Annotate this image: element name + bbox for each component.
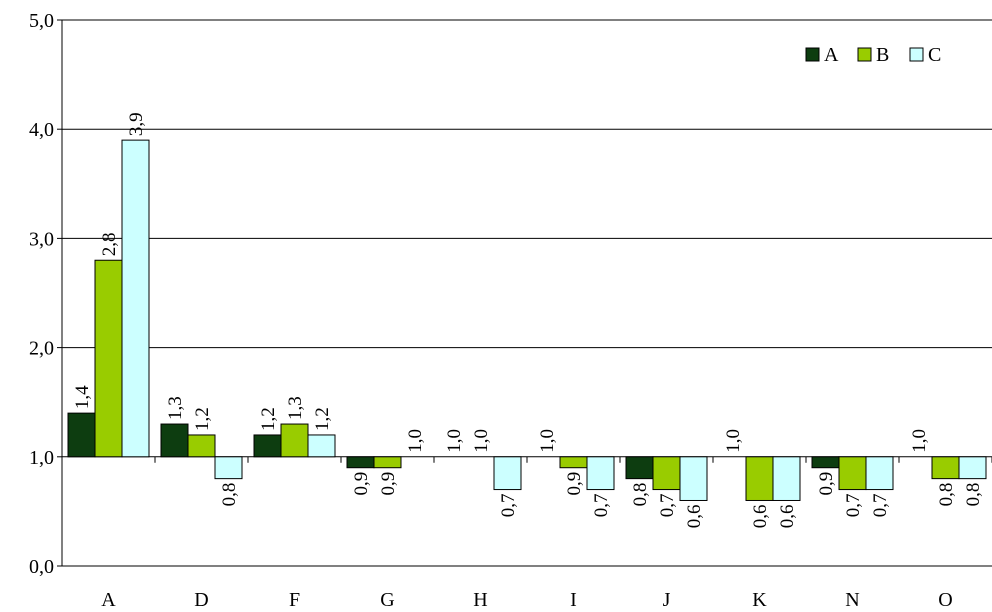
- bar-c-j: [679, 456, 708, 501]
- bar-a-j: [625, 456, 654, 480]
- data-label-c-n: 0,7: [870, 494, 891, 518]
- y-tick-label: 5,0: [29, 10, 54, 32]
- bar-b-f: [280, 423, 309, 458]
- y-tick-label: 2,0: [29, 338, 54, 360]
- y-tick-label: 0,0: [29, 556, 54, 578]
- data-label-a-o: 1,0: [909, 429, 930, 453]
- data-label-c-k: 0,6: [777, 504, 798, 528]
- data-label-c-o: 0,8: [963, 483, 984, 507]
- bar-a-f: [253, 434, 282, 458]
- legend-label-a: A: [824, 44, 839, 66]
- bar-a-d: [160, 423, 189, 458]
- legend: A B C: [805, 44, 941, 66]
- bar-c-k: [772, 456, 801, 501]
- bar-c-a: [121, 139, 150, 458]
- bars: [67, 139, 987, 501]
- category-label-d: D: [194, 589, 208, 611]
- data-label-a-i: 1,0: [537, 429, 558, 453]
- data-label-c-j: 0,6: [684, 504, 705, 528]
- bar-c-n: [865, 456, 894, 491]
- legend-label-b: B: [876, 44, 889, 66]
- legend-swatch-b: [857, 47, 872, 62]
- category-label-o: O: [938, 589, 952, 611]
- data-label-c-f: 1,2: [312, 407, 333, 431]
- bar-a-a: [67, 412, 96, 458]
- data-label-b-h: 1,0: [471, 429, 492, 453]
- data-label-c-h: 0,7: [498, 494, 519, 518]
- data-label-b-f: 1,3: [285, 396, 306, 420]
- data-label-a-g: 0,9: [351, 472, 372, 496]
- data-label-b-i: 0,9: [564, 472, 585, 496]
- category-label-j: J: [663, 589, 671, 611]
- y-tick-label: 3,0: [29, 228, 54, 250]
- data-label-b-g: 0,9: [378, 472, 399, 496]
- data-label-a-d: 1,3: [165, 396, 186, 420]
- data-label-c-d: 0,8: [219, 483, 240, 507]
- legend-label-c: C: [928, 44, 941, 66]
- bar-b-o: [931, 456, 960, 480]
- y-tick-label: 1,0: [29, 447, 54, 469]
- data-label-a-f: 1,2: [258, 407, 279, 431]
- data-label-a-n: 0,9: [816, 472, 837, 496]
- bar-c-f: [307, 434, 336, 458]
- bar-c-i: [586, 456, 615, 491]
- bar-b-a: [94, 259, 123, 458]
- data-labels: 1,4 2,8 3,9 1,3 1,2 0,8 1,2 1,3 1,2 0,9 0,9 1,0 1,0 1…: [72, 112, 984, 528]
- data-label-a-k: 1,0: [723, 429, 744, 453]
- category-label-g: G: [380, 589, 394, 611]
- data-label-b-o: 0,8: [936, 483, 957, 507]
- bar-b-d: [187, 434, 216, 458]
- data-label-c-a: 3,9: [126, 112, 147, 136]
- y-tick-label: 4,0: [29, 119, 54, 141]
- category-label-i: I: [570, 589, 577, 611]
- legend-swatch-c: [909, 47, 924, 62]
- category-label-k: K: [752, 589, 767, 611]
- data-label-b-a: 2,8: [99, 232, 120, 256]
- bar-a-g: [346, 456, 375, 469]
- bar-b-n: [838, 456, 867, 491]
- data-label-c-i: 0,7: [591, 494, 612, 518]
- data-label-b-n: 0,7: [843, 494, 864, 518]
- bar-b-i: [559, 456, 588, 469]
- data-label-a-j: 0,8: [630, 483, 651, 507]
- category-label-a: A: [101, 589, 116, 611]
- data-label-a-h: 1,0: [444, 429, 465, 453]
- data-label-a-a: 1,4: [72, 385, 93, 409]
- y-axis: 0,0 1,0 2,0 3,0 4,0 5,0: [29, 10, 63, 578]
- bar-b-g: [373, 456, 402, 469]
- legend-swatch-a: [805, 47, 820, 62]
- data-label-b-k: 0,6: [750, 504, 771, 528]
- category-label-h: H: [473, 589, 487, 611]
- bar-c-o: [958, 456, 987, 480]
- category-label-n: N: [845, 589, 859, 611]
- data-label-c-g: 1,0: [405, 429, 426, 453]
- category-label-f: F: [289, 589, 300, 611]
- data-label-b-j: 0,7: [657, 494, 678, 518]
- data-label-b-d: 1,2: [192, 407, 213, 431]
- bar-a-n: [811, 456, 840, 469]
- gridlines: [62, 19, 992, 458]
- bar-c-h: [493, 456, 522, 491]
- bar-b-j: [652, 456, 681, 491]
- bar-b-k: [745, 456, 774, 501]
- bar-c-d: [214, 456, 243, 480]
